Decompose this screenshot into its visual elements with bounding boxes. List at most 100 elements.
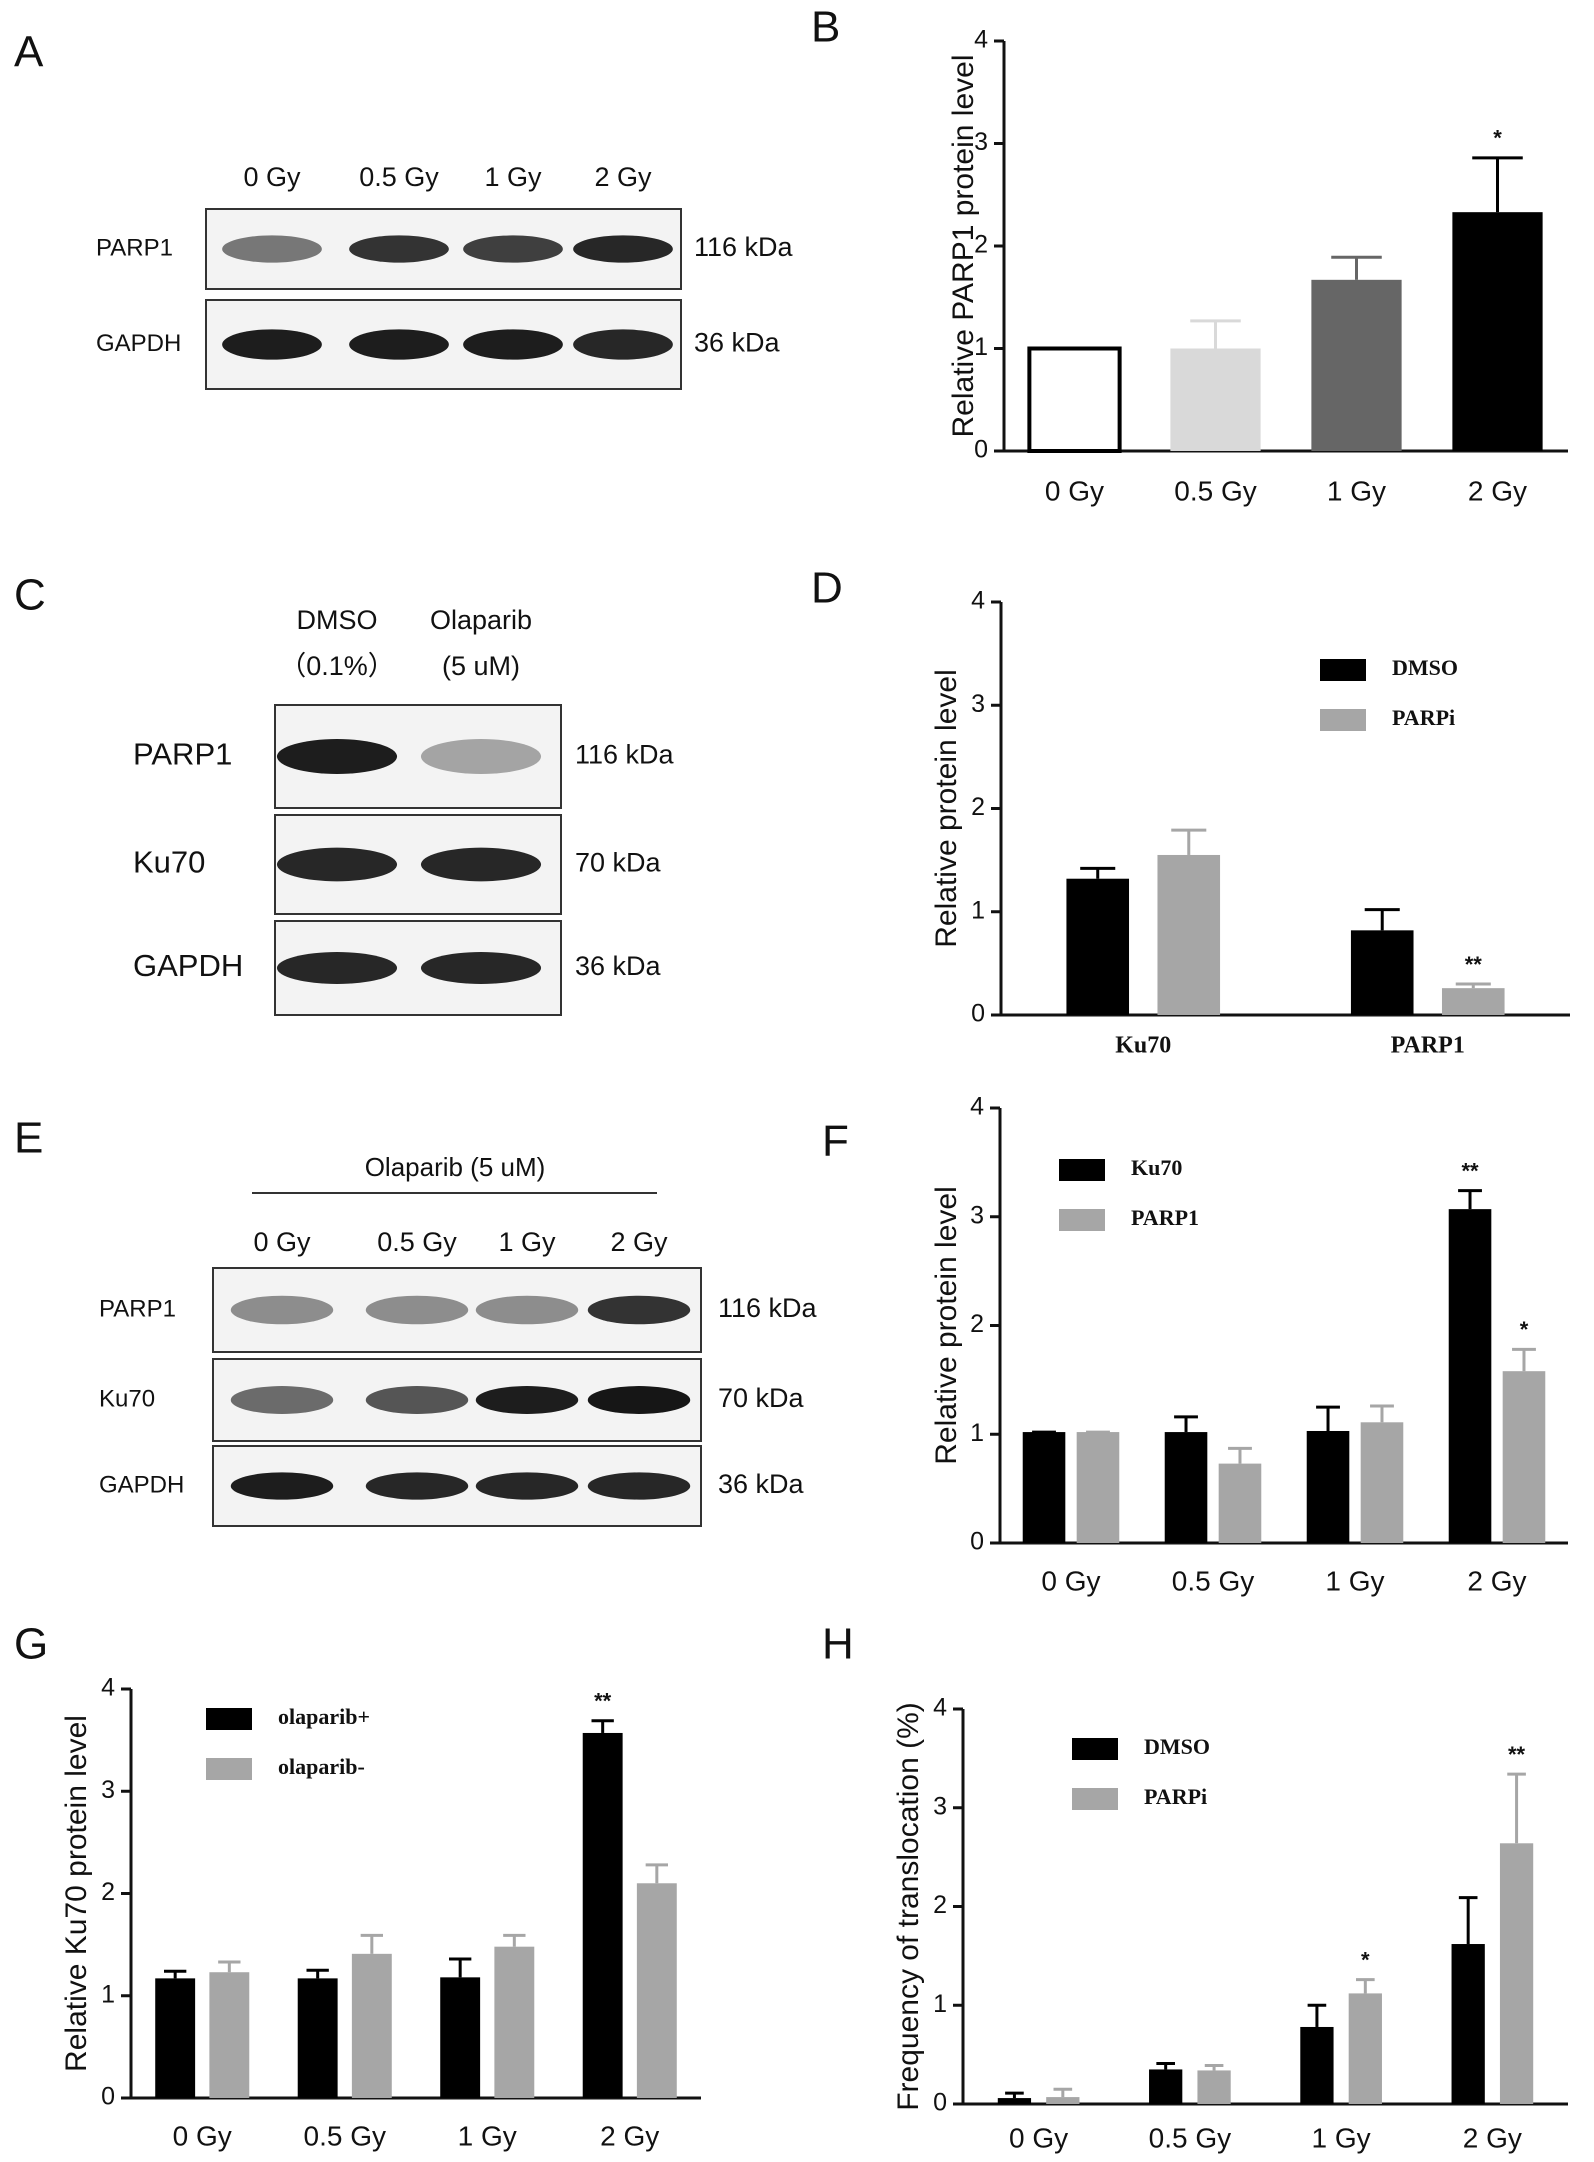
legend-label: PARPi: [1392, 705, 1455, 730]
band: [349, 235, 449, 263]
x-tick-label: 2 Gy: [1468, 475, 1527, 506]
bar: [1499, 1843, 1534, 2104]
significance: **: [594, 1689, 612, 1714]
legend-label: PARPi: [1144, 1784, 1207, 1809]
band: [365, 1295, 469, 1325]
y-tick-label: 2: [970, 1310, 984, 1338]
bar: [997, 2098, 1032, 2104]
panel-label: G: [14, 1620, 48, 1669]
x-tick-label: 1 Gy: [1327, 475, 1386, 506]
x-tick-label: 2 Gy: [600, 2120, 659, 2151]
y-tick-label: 4: [101, 1674, 115, 1702]
blot-header: Olaparib (5 uM): [365, 1152, 546, 1182]
bar: [1022, 1432, 1066, 1543]
legend-label: DMSO: [1392, 655, 1458, 680]
band: [365, 1386, 469, 1414]
band: [475, 1386, 579, 1414]
y-tick-label: 1: [101, 1980, 115, 2008]
bar: [1076, 1432, 1120, 1543]
bar: [1441, 988, 1505, 1015]
y-tick-label: 3: [933, 1792, 947, 1820]
bar: [1448, 1209, 1492, 1543]
bar: [636, 1883, 677, 2098]
band: [573, 329, 673, 360]
legend-label: olaparib+: [278, 1704, 370, 1729]
legend-swatch: [206, 1708, 252, 1730]
bar: [1149, 2069, 1183, 2104]
bar: [1311, 279, 1402, 451]
y-tick-label: 1: [970, 1419, 984, 1447]
protein-size: 116 kDa: [575, 740, 675, 770]
y-tick-label: 0: [971, 1000, 985, 1028]
band: [276, 952, 398, 984]
legend-swatch: [206, 1758, 252, 1780]
x-tick-label: 0 Gy: [1041, 1565, 1100, 1596]
x-tick-label: 0 Gy: [1009, 2122, 1068, 2153]
bar: [297, 1978, 338, 2098]
y-tick-label: 2: [971, 793, 985, 821]
protein-size: 116 kDa: [718, 1293, 818, 1323]
legend-swatch: [1059, 1209, 1105, 1231]
y-axis-label: Relative Ku70 protein level: [60, 1715, 93, 2072]
protein-name: PARP1: [96, 234, 173, 261]
significance: *: [1493, 126, 1502, 151]
panel-label: H: [822, 1620, 854, 1669]
x-tick-label: 0.5 Gy: [1174, 475, 1256, 506]
protein-size: 116 kDa: [694, 232, 794, 262]
band: [463, 329, 563, 360]
bar: [1164, 1432, 1208, 1543]
legend-swatch: [1072, 1788, 1118, 1810]
protein-name: GAPDH: [133, 948, 243, 983]
x-tick-label: PARP1: [1391, 1033, 1465, 1059]
x-tick-label: 1 Gy: [1325, 1565, 1384, 1596]
x-tick-label: 0.5 Gy: [1172, 1565, 1254, 1596]
band: [276, 847, 398, 882]
protein-name: Ku70: [133, 845, 205, 880]
band: [587, 1472, 691, 1500]
lane-label: 0.5 Gy: [377, 1227, 457, 1257]
bar: [155, 1978, 196, 2098]
y-tick-label: 4: [933, 1694, 947, 1722]
legend-swatch: [1072, 1738, 1118, 1760]
bar: [1452, 212, 1543, 451]
band: [222, 235, 322, 263]
y-tick-label: 2: [974, 231, 988, 259]
y-tick-label: 0: [970, 1528, 984, 1556]
x-tick-label: Ku70: [1115, 1033, 1171, 1059]
band: [276, 738, 398, 775]
x-tick-label: 0 Gy: [1045, 475, 1104, 506]
lane-label: 1 Gy: [484, 162, 542, 192]
bar: [1027, 346, 1122, 453]
y-tick-label: 3: [971, 690, 985, 718]
y-tick-label: 3: [970, 1201, 984, 1229]
y-tick-label: 3: [974, 128, 988, 156]
y-tick-label: 4: [974, 26, 988, 54]
x-tick-label: 0.5 Gy: [304, 2120, 386, 2151]
bar: [1170, 348, 1261, 451]
significance: **: [1465, 952, 1483, 977]
band: [587, 1386, 691, 1414]
significance: **: [1508, 1742, 1526, 1767]
bar: [1502, 1371, 1546, 1543]
lane-label: 2 Gy: [594, 162, 652, 192]
legend-swatch: [1320, 659, 1366, 681]
bar: [1348, 1993, 1382, 2104]
band: [230, 1472, 334, 1500]
bar: [1046, 2097, 1080, 2104]
significance: *: [1361, 1947, 1370, 1972]
bar: [1350, 930, 1414, 1015]
bar: [1360, 1422, 1404, 1543]
x-tick-label: 2 Gy: [1467, 1565, 1526, 1596]
y-tick-label: 0: [101, 2083, 115, 2111]
bar: [1197, 2070, 1231, 2104]
legend-swatch: [1059, 1159, 1105, 1181]
panel-label: E: [14, 1114, 43, 1163]
x-tick-label: 1 Gy: [458, 2120, 517, 2151]
bar: [1306, 1430, 1350, 1543]
band: [420, 952, 542, 984]
band: [475, 1295, 579, 1325]
y-tick-label: 1: [974, 333, 988, 361]
y-axis-label: Frequency of translocation (%): [892, 1702, 925, 2111]
x-tick-label: 2 Gy: [1463, 2122, 1522, 2153]
